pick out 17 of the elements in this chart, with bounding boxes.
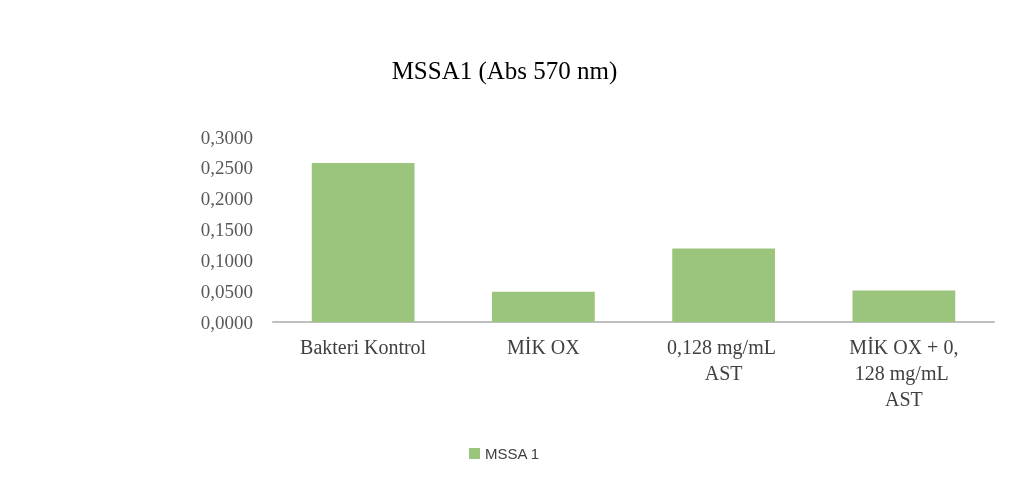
- y-tick-label: 0,0500: [200, 280, 253, 302]
- bar: [311, 162, 415, 322]
- x-tick-label: Bakteri Kontrol: [300, 336, 427, 358]
- legend-label: MSSA 1: [484, 445, 540, 462]
- y-tick-label: 0,1000: [200, 249, 253, 271]
- y-tick-label: 0,2500: [200, 157, 253, 179]
- y-tick-label: 0,3000: [200, 126, 253, 148]
- chart-title: MSSA1 (Abs 570 nm): [391, 57, 618, 85]
- bar: [672, 248, 775, 322]
- y-tick-label: 0,0000: [200, 311, 253, 333]
- y-tick-label: 0,2000: [200, 188, 253, 210]
- bar: [852, 290, 956, 322]
- x-tick-label: MİK OX: [506, 336, 581, 358]
- x-tick-label: MİK OX + 0,128 mg/mL AST: [849, 336, 959, 410]
- bar: [492, 291, 595, 322]
- y-tick-label: 0,1500: [200, 219, 253, 240]
- x-tick-label: 0,128 mg/mL AST: [667, 336, 781, 384]
